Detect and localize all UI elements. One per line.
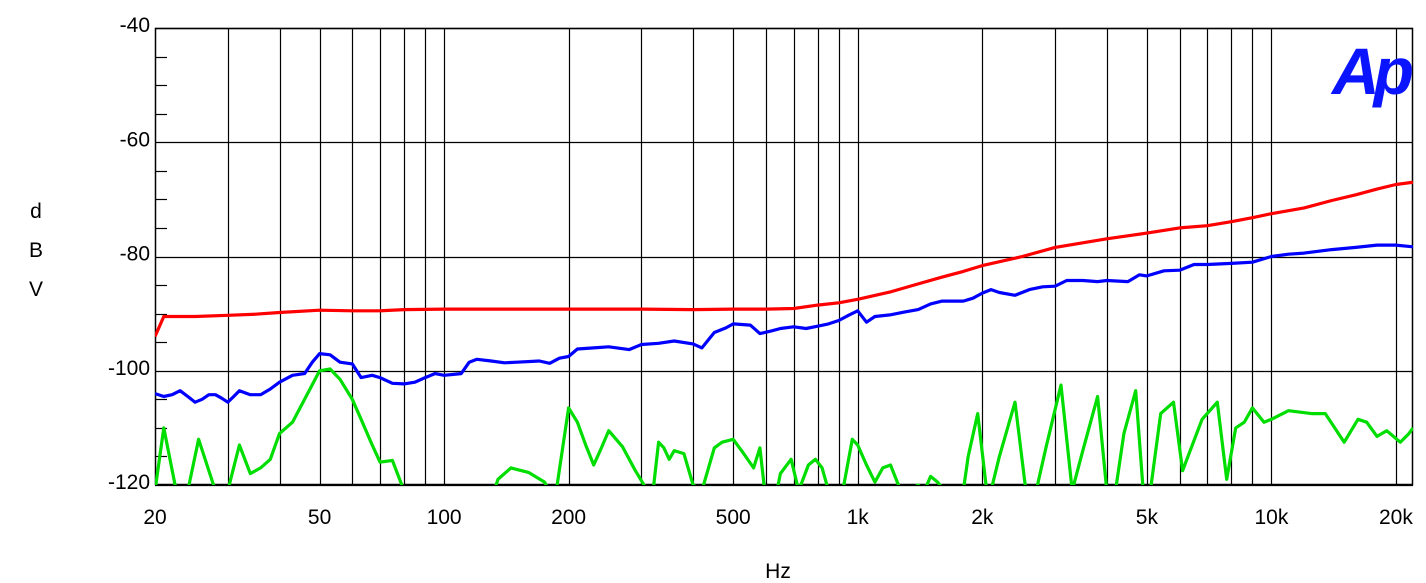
- x-tick-label: 100: [427, 506, 462, 529]
- y-tick-label: -60: [120, 128, 150, 151]
- series-layer: [155, 180, 1413, 485]
- x-tick-label: 20k: [1379, 506, 1413, 529]
- x-tick-label: 50: [308, 506, 331, 529]
- x-tick-label: 20: [143, 506, 166, 529]
- x-tick-label: 2k: [971, 506, 994, 529]
- y-tick-label: -120: [108, 471, 150, 494]
- series-line-1: [155, 180, 1413, 338]
- plot-frame: [154, 27, 1414, 486]
- x-axis-label: Hz: [765, 560, 791, 583]
- y-axis-label-char: V: [29, 278, 43, 301]
- x-axis-ticks: 20 50 100 200 500 1k 2k 5k 10k 20k: [143, 506, 1413, 529]
- y-axis-ticks: -40 -60 -80 -100 -120: [108, 14, 150, 494]
- ap-logo: Ap: [1330, 34, 1413, 108]
- y-tick-label: -40: [120, 14, 150, 37]
- x-tick-label: 10k: [1254, 506, 1288, 529]
- series-line-2: [155, 243, 1413, 404]
- x-tick-label: 1k: [847, 506, 870, 529]
- plot-border: [154, 27, 1414, 486]
- y-axis-label-char: B: [29, 239, 43, 262]
- y-axis-label-char: d: [30, 200, 42, 223]
- series-line-3: [155, 367, 1413, 485]
- y-tick-label: -100: [108, 357, 150, 380]
- x-tick-label: 500: [716, 506, 751, 529]
- y-tick-label: -80: [120, 243, 150, 266]
- x-tick-label: 200: [551, 506, 586, 529]
- x-tick-label: 5k: [1136, 506, 1159, 529]
- grid-minor-lines: [227, 28, 1398, 485]
